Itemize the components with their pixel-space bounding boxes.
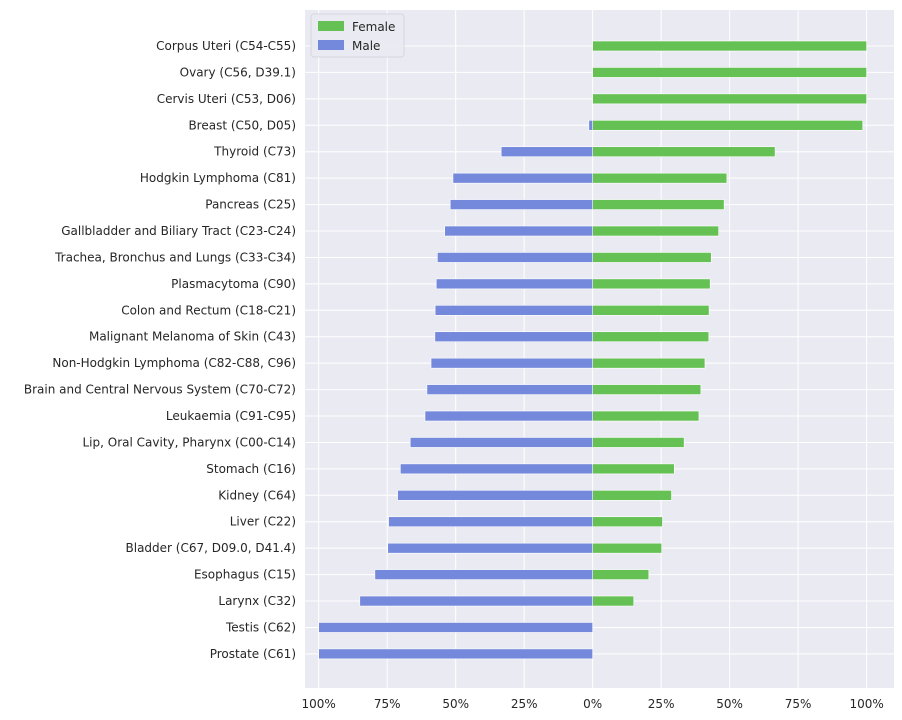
y-tick-label: Bladder (C67, D09.0, D41.4)	[126, 541, 296, 555]
y-tick-label: Pancreas (C25)	[205, 198, 296, 212]
bar-male	[452, 172, 593, 184]
bar-male	[500, 146, 593, 158]
legend-label-male: Male	[352, 39, 380, 53]
y-tick-label: Colon and Rectum (C18-C21)	[121, 303, 296, 317]
bar-male	[374, 569, 593, 580]
legend-swatch-female	[318, 21, 344, 31]
bar-female	[592, 516, 663, 528]
bar-male	[387, 542, 593, 554]
bar-male	[588, 119, 593, 131]
x-tick-label: 100%	[302, 697, 336, 711]
bar-female	[592, 463, 675, 475]
y-tick-label: Leukaemia (C91-C95)	[166, 409, 296, 423]
y-tick-label: Liver (C22)	[230, 515, 296, 529]
bar-female	[592, 410, 700, 422]
x-tick-label: 100%	[849, 697, 883, 711]
bar-male	[437, 252, 593, 263]
legend-label-female: Female	[352, 20, 395, 34]
y-tick-label: Non-Hodgkin Lymphoma (C82-C88, C96)	[52, 356, 296, 370]
x-tick-label: 50%	[716, 697, 743, 711]
y-tick-label: Gallbladder and Biliary Tract (C23-C24)	[61, 224, 296, 238]
x-tick-label: 50%	[442, 697, 469, 711]
y-tick-label: Trachea, Bronchus and Lungs (C33-C34)	[54, 250, 296, 264]
bar-female	[592, 304, 710, 316]
y-tick-label: Malignant Melanoma of Skin (C43)	[89, 330, 296, 344]
y-tick-label: Brain and Central Nervous System (C70-C7…	[24, 383, 296, 397]
y-tick-labels: Corpus Uteri (C54-C55) Ovary (C56, D39.1)…	[24, 39, 296, 661]
y-tick-label: Stomach (C16)	[206, 462, 296, 476]
y-tick-label: Esophagus (C15)	[194, 568, 296, 582]
bar-male	[444, 225, 593, 237]
bar-female	[592, 384, 702, 395]
y-tick-label: Ovary (C56, D39.1)	[180, 65, 296, 79]
bar-male	[424, 410, 593, 422]
bar-female	[592, 172, 728, 184]
x-tick-label: 0%	[583, 697, 602, 711]
bar-male	[397, 490, 593, 501]
y-tick-label: Breast (C50, D05)	[188, 118, 296, 132]
legend: Female Male	[310, 13, 405, 58]
bar-male	[318, 648, 593, 660]
y-tick-label: Cervis Uteri (C53, D06)	[157, 92, 296, 106]
y-tick-label: Testis (C62)	[225, 620, 296, 634]
y-tick-label: Plasmacytoma (C90)	[171, 277, 296, 291]
bar-female	[592, 67, 867, 78]
bar-male	[434, 331, 593, 343]
bars-layer	[318, 40, 867, 660]
x-tick-labels: 100% 75% 50% 25% 0% 25% 50% 75% 100%	[302, 697, 884, 711]
y-tick-label: Lip, Oral Cavity, Pharynx (C00-C14)	[83, 435, 297, 449]
bar-female	[592, 331, 710, 343]
x-tick-label: 75%	[785, 697, 812, 711]
bar-female	[592, 225, 719, 237]
bar-female	[592, 199, 725, 210]
bar-female	[592, 40, 867, 52]
bar-female	[592, 146, 776, 158]
bar-male	[449, 199, 593, 210]
bar-male	[426, 384, 593, 395]
x-tick-label: 25%	[511, 697, 538, 711]
bar-female	[592, 569, 650, 580]
plot-area	[305, 10, 894, 688]
legend-swatch-male	[318, 40, 344, 50]
bar-male	[400, 463, 593, 475]
bar-male	[359, 595, 593, 607]
bar-female	[592, 490, 672, 501]
bar-female	[592, 542, 662, 554]
y-tick-label: Hodgkin Lymphoma (C81)	[140, 171, 296, 185]
y-tick-label: Prostate (C61)	[210, 647, 296, 661]
bar-female	[592, 119, 864, 131]
y-tick-label: Larynx (C32)	[218, 594, 296, 608]
y-tick-label: Corpus Uteri (C54-C55)	[156, 39, 296, 53]
bar-female	[592, 252, 712, 263]
bar-male	[409, 437, 593, 448]
bar-female	[592, 595, 635, 607]
y-tick-label: Kidney (C64)	[218, 488, 296, 502]
bar-female	[592, 357, 706, 369]
x-tick-label: 25%	[648, 697, 675, 711]
bar-female	[592, 437, 685, 448]
bar-male	[435, 278, 593, 290]
bar-male	[318, 622, 593, 633]
bar-male	[388, 516, 593, 528]
bar-male	[434, 304, 593, 316]
bar-male	[430, 357, 593, 369]
bar-female	[592, 278, 711, 290]
y-tick-label: Thyroid (C73)	[213, 145, 296, 159]
x-tick-label: 75%	[374, 697, 401, 711]
bar-female	[592, 93, 867, 105]
